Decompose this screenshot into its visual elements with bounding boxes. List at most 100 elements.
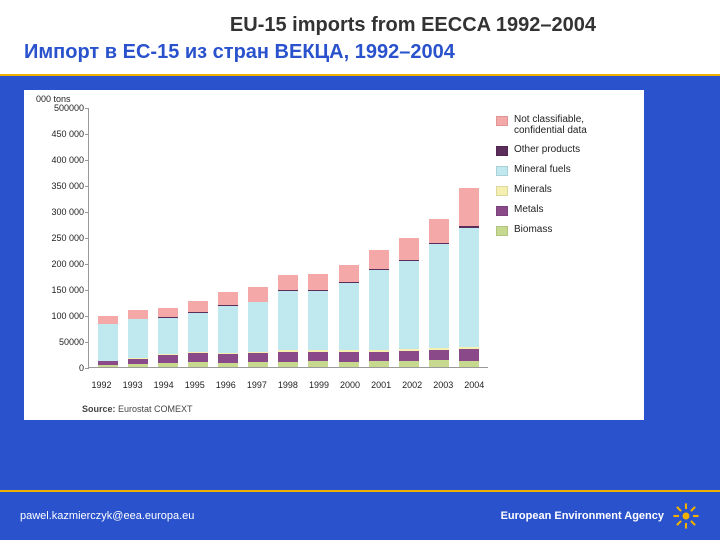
bar xyxy=(369,250,389,367)
legend-label: Metals xyxy=(514,204,543,215)
bar-segment-not_class xyxy=(369,250,389,269)
bar-segment-mineral_fuels xyxy=(218,306,238,353)
bar-segment-not_class xyxy=(308,274,328,290)
source-line: Source: Eurostat COMEXT xyxy=(82,404,193,414)
bar-segment-mineral_fuels xyxy=(248,302,268,351)
bar-segment-mineral_fuels xyxy=(158,318,178,354)
bar-segment-biomass xyxy=(308,361,328,367)
y-tick-label: 50000 xyxy=(59,337,84,347)
bar-segment-not_class xyxy=(98,316,118,324)
y-tick-mark xyxy=(85,264,89,265)
legend-item: Minerals xyxy=(496,184,634,196)
bar-segment-mineral_fuels xyxy=(128,319,148,358)
bar xyxy=(188,301,208,367)
x-tick-label: 1994 xyxy=(154,380,174,390)
legend-label: Not classifiable, confidential data xyxy=(514,114,634,136)
bars-group xyxy=(89,108,488,367)
y-tick-label: 450 000 xyxy=(51,129,84,139)
bar xyxy=(278,275,298,367)
x-tick-label: 2004 xyxy=(464,380,484,390)
y-tick-label: 350 000 xyxy=(51,181,84,191)
bar-segment-mineral_fuels xyxy=(188,313,208,352)
y-tick-label: 250 000 xyxy=(51,233,84,243)
legend-swatch xyxy=(496,186,508,196)
bar-segment-metals xyxy=(399,351,419,361)
x-tick-label: 2002 xyxy=(402,380,422,390)
plot-area xyxy=(88,108,488,368)
source-label: Source: xyxy=(82,404,116,414)
bar-segment-mineral_fuels xyxy=(339,283,359,351)
y-tick-mark xyxy=(85,212,89,213)
legend-item: Not classifiable, confidential data xyxy=(496,114,634,136)
y-tick-label: 300 000 xyxy=(51,207,84,217)
bar-segment-biomass xyxy=(339,362,359,367)
footer-agency: European Environment Agency xyxy=(501,502,700,530)
bar-segment-metals xyxy=(308,352,328,361)
bar-segment-not_class xyxy=(399,238,419,260)
bar-segment-metals xyxy=(459,349,479,360)
header: EU-15 imports from EECCA 1992–2004 Импор… xyxy=(0,0,720,76)
bar-segment-not_class xyxy=(248,287,268,302)
legend-swatch xyxy=(496,206,508,216)
legend-item: Metals xyxy=(496,204,634,216)
y-tick-mark xyxy=(85,160,89,161)
legend-label: Other products xyxy=(514,144,580,155)
bar-segment-mineral_fuels xyxy=(308,291,328,351)
y-tick-mark xyxy=(85,238,89,239)
legend-item: Mineral fuels xyxy=(496,164,634,176)
legend-label: Biomass xyxy=(514,224,552,235)
bar-segment-biomass xyxy=(459,361,479,367)
bar-segment-metals xyxy=(369,352,389,361)
bar-segment-mineral_fuels xyxy=(369,270,389,351)
bar-segment-mineral_fuels xyxy=(399,261,419,349)
bar xyxy=(308,274,328,367)
y-tick-label: 500000 xyxy=(54,103,84,113)
y-tick-mark xyxy=(85,108,89,109)
bar-segment-not_class xyxy=(278,275,298,290)
title-ru: Импорт в ЕС-15 из стран ВЕКЦА, 1992–2004 xyxy=(24,41,696,64)
legend-item: Biomass xyxy=(496,224,634,236)
y-tick-label: 100 000 xyxy=(51,311,84,321)
y-tick-label: 200 000 xyxy=(51,259,84,269)
legend-item: Other products xyxy=(496,144,634,156)
x-tick-label: 2001 xyxy=(371,380,391,390)
bar-segment-metals xyxy=(429,350,449,360)
bar-segment-biomass xyxy=(399,361,419,367)
y-tick-label: 400 000 xyxy=(51,155,84,165)
bar xyxy=(399,238,419,367)
bar xyxy=(429,219,449,367)
bar-segment-mineral_fuels xyxy=(429,244,449,348)
legend-swatch xyxy=(496,166,508,176)
legend-swatch xyxy=(496,146,508,156)
x-tick-label: 1998 xyxy=(278,380,298,390)
bar-segment-biomass xyxy=(158,363,178,367)
x-tick-label: 2003 xyxy=(433,380,453,390)
bar-segment-metals xyxy=(158,355,178,363)
x-tick-label: 1997 xyxy=(247,380,267,390)
bar-segment-not_class xyxy=(459,188,479,226)
bar-segment-biomass xyxy=(278,362,298,367)
title-en: EU-15 imports from EECCA 1992–2004 xyxy=(24,14,696,37)
bar-segment-biomass xyxy=(188,362,208,367)
x-tick-label: 1996 xyxy=(216,380,236,390)
footer-email: pawel.kazmierczyk@eea.europa.eu xyxy=(20,510,194,522)
agency-label: European Environment Agency xyxy=(501,510,664,522)
y-tick-mark xyxy=(85,186,89,187)
bar xyxy=(128,310,148,367)
bar-segment-metals xyxy=(218,354,238,363)
bar-segment-metals xyxy=(248,353,268,362)
bar xyxy=(218,292,238,367)
y-tick-mark xyxy=(85,368,89,369)
x-tick-label: 1993 xyxy=(123,380,143,390)
legend-label: Mineral fuels xyxy=(514,164,571,175)
bar-segment-not_class xyxy=(188,301,208,312)
bar-segment-biomass xyxy=(369,361,389,367)
chart-container: 000 tons 050000100 000150 000200 000250 … xyxy=(0,76,720,420)
y-tick-label: 150 000 xyxy=(51,285,84,295)
y-tick-mark xyxy=(85,342,89,343)
bar-segment-biomass xyxy=(429,360,449,367)
bar xyxy=(158,308,178,367)
chart-panel: 000 tons 050000100 000150 000200 000250 … xyxy=(24,90,644,420)
footer: pawel.kazmierczyk@eea.europa.eu European… xyxy=(0,490,720,540)
bar-segment-not_class xyxy=(339,265,359,282)
